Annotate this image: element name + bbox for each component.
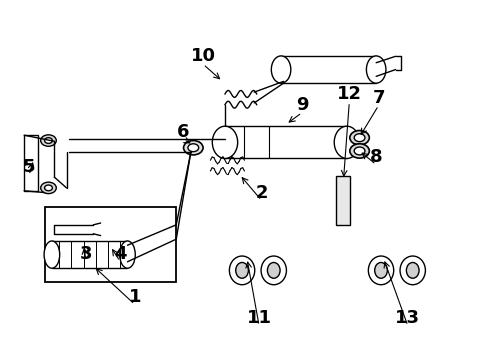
- Ellipse shape: [267, 262, 280, 278]
- Ellipse shape: [271, 56, 290, 83]
- Circle shape: [183, 140, 203, 155]
- Bar: [52, 241, 127, 268]
- Ellipse shape: [399, 256, 425, 285]
- Bar: [281, 56, 375, 83]
- Ellipse shape: [120, 241, 135, 268]
- Circle shape: [353, 147, 364, 155]
- Circle shape: [187, 144, 198, 152]
- Circle shape: [41, 182, 56, 194]
- Bar: [335, 176, 349, 225]
- Text: 2: 2: [255, 184, 267, 202]
- Circle shape: [349, 131, 368, 145]
- Text: 5: 5: [22, 158, 35, 176]
- Text: 13: 13: [394, 309, 420, 327]
- Text: 10: 10: [190, 47, 215, 65]
- Ellipse shape: [229, 256, 254, 285]
- Ellipse shape: [235, 262, 248, 278]
- Text: 12: 12: [336, 85, 361, 103]
- Circle shape: [44, 185, 52, 191]
- Ellipse shape: [374, 262, 386, 278]
- Text: 8: 8: [369, 148, 382, 166]
- Circle shape: [349, 144, 368, 158]
- Bar: [24, 135, 38, 191]
- Bar: [44, 207, 176, 282]
- Ellipse shape: [366, 56, 385, 83]
- Ellipse shape: [333, 126, 359, 158]
- Text: 6: 6: [177, 123, 189, 141]
- Text: 9: 9: [295, 96, 307, 114]
- Ellipse shape: [212, 126, 237, 158]
- Ellipse shape: [406, 262, 418, 278]
- Circle shape: [353, 134, 364, 141]
- Text: 1: 1: [128, 288, 141, 306]
- Ellipse shape: [44, 241, 60, 268]
- Text: 11: 11: [246, 309, 271, 327]
- Ellipse shape: [261, 256, 286, 285]
- Bar: [224, 126, 346, 158]
- Text: 3: 3: [80, 244, 92, 262]
- Ellipse shape: [367, 256, 393, 285]
- Text: 4: 4: [114, 244, 126, 262]
- Text: 7: 7: [371, 89, 384, 107]
- Circle shape: [44, 138, 52, 143]
- Circle shape: [41, 135, 56, 146]
